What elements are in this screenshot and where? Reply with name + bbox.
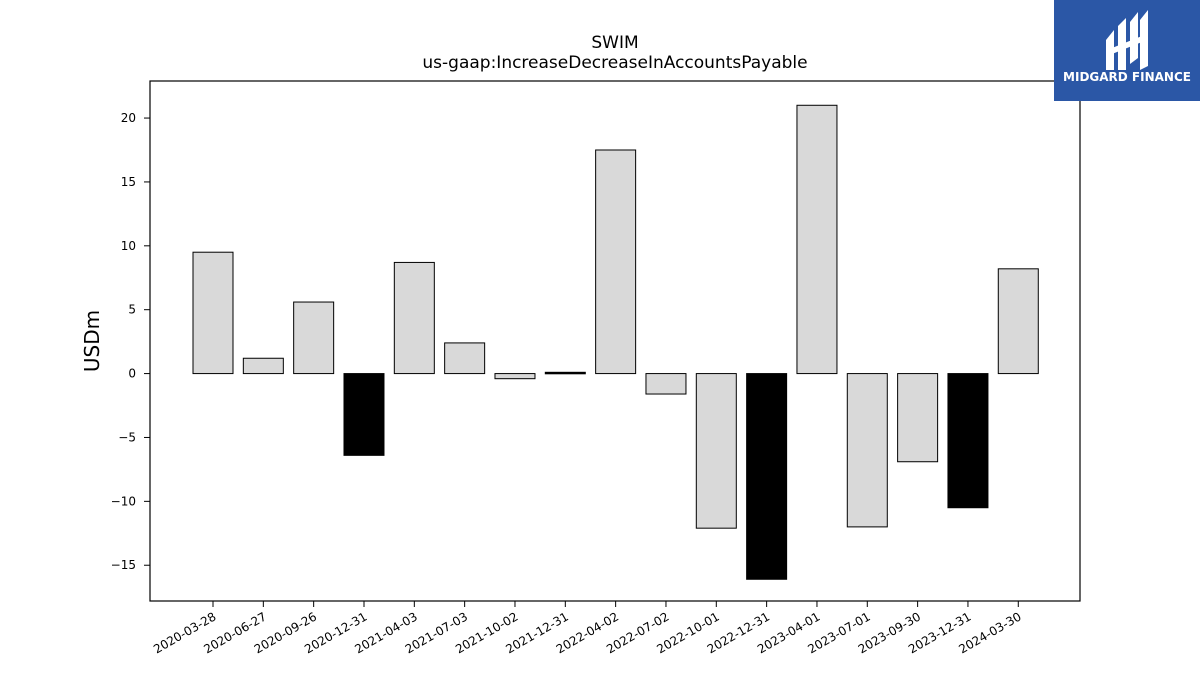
bar-2021-10-02 <box>494 373 536 380</box>
bar-2023-12-31 <box>947 373 989 509</box>
y-tick-label: 10 <box>121 239 136 253</box>
plot-frame <box>149 80 1081 602</box>
y-tick-label: 15 <box>121 175 136 189</box>
bar-2022-10-01 <box>695 373 737 529</box>
chart-title: SWIM <box>591 33 638 53</box>
y-tick-label: 5 <box>128 303 136 317</box>
bars-group <box>192 104 1039 580</box>
y-axis-ticks: 20 15 10 5 0 −5 −10 −15 <box>111 111 150 572</box>
bar-2021-12-31 <box>544 371 586 375</box>
y-tick-label: 0 <box>128 367 136 381</box>
y-tick-label: −5 <box>118 430 136 444</box>
x-axis-ticks: 2020-03-282020-06-272020-09-262020-12-31… <box>151 601 1024 656</box>
y-tick-label: −10 <box>111 494 136 508</box>
chart-subtitle: us-gaap:IncreaseDecreaseInAccountsPayabl… <box>422 53 807 73</box>
midgard-finance-logo: MIDGARD FINANCE <box>1054 0 1200 101</box>
y-tick-label: −15 <box>111 558 136 572</box>
y-tick-label: 20 <box>121 111 136 125</box>
y-axis-label: USDm <box>80 310 104 372</box>
midgard-logo-mark-icon <box>1106 10 1148 70</box>
bar-2022-04-02 <box>595 149 637 375</box>
logo-text: MIDGARD FINANCE <box>1063 70 1191 84</box>
bar-2020-12-31 <box>343 373 385 456</box>
bar-2020-03-28 <box>192 251 234 375</box>
bar-2023-04-01 <box>796 104 838 375</box>
logo-background <box>1054 0 1200 101</box>
bar-2020-06-27 <box>242 357 284 375</box>
bar-2024-03-30 <box>997 268 1039 375</box>
bar-2021-04-03 <box>393 261 435 375</box>
bar-2023-07-01 <box>846 373 888 528</box>
bar-2021-07-03 <box>444 342 486 375</box>
bar-2022-12-31 <box>746 373 788 580</box>
bar-2022-07-02 <box>645 373 687 395</box>
bar-2023-09-30 <box>897 373 939 463</box>
bar-2020-09-26 <box>293 301 335 375</box>
